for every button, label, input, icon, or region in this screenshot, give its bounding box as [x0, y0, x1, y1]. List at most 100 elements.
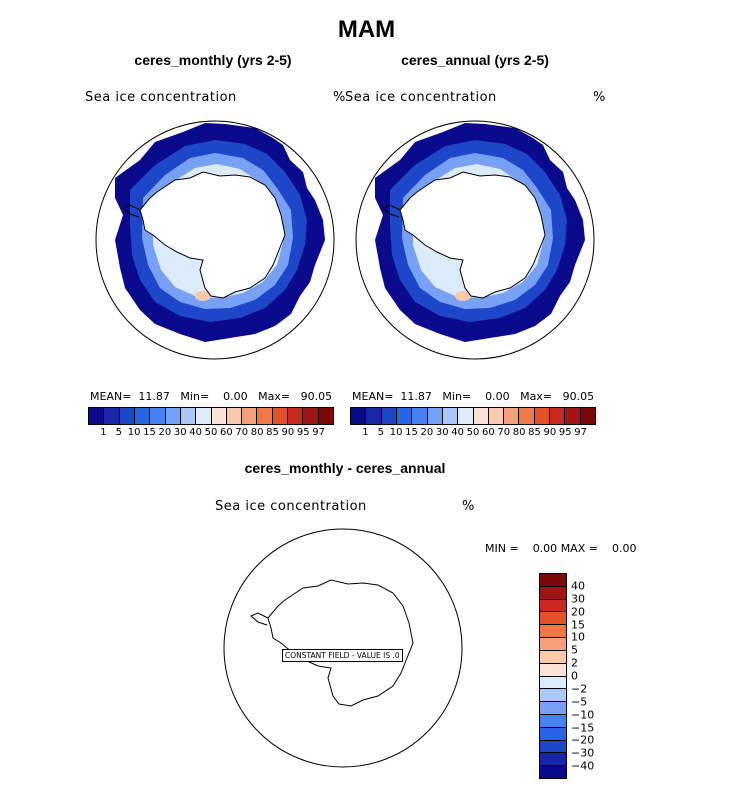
- colorbar-tick-label: 2: [571, 656, 578, 670]
- diff-colorbar: [539, 573, 567, 779]
- colorbar-segment: [272, 408, 289, 424]
- colorbar-tick-label: −40: [571, 759, 595, 773]
- colorbar-tick-label: 20: [420, 427, 434, 438]
- colorbar-tick-label: −10: [571, 708, 595, 722]
- colorbar-segment: [288, 408, 304, 424]
- colorbar-tick-label: 50: [204, 427, 218, 438]
- colorbar-segment: [442, 408, 459, 424]
- colorbar-tick-label: 15: [571, 618, 585, 631]
- colorbar-segment: [540, 599, 566, 613]
- panel-2-units: %: [593, 90, 606, 105]
- colorbar-segment: [104, 408, 120, 424]
- colorbar-tick-label: 90: [281, 427, 295, 438]
- colorbar-tick-label: 95: [558, 427, 572, 438]
- colorbar-tick-label: −5: [571, 695, 588, 709]
- panel-1-subtitle: ceres_monthly (yrs 2-5): [134, 52, 292, 68]
- colorbar-tick-label: 15: [405, 427, 418, 438]
- panel-2-subtitle: ceres_annual (yrs 2-5): [401, 52, 549, 68]
- colorbar-segment: [351, 408, 367, 424]
- colorbar-segment: [540, 740, 566, 754]
- colorbar-segment: [412, 408, 428, 424]
- colorbar-segment: [550, 408, 566, 424]
- colorbar-segment: [540, 689, 566, 703]
- colorbar-tick-label: 80: [512, 427, 526, 438]
- colorbar-segment: [540, 574, 566, 587]
- colorbar-segment: [540, 714, 566, 728]
- colorbar-tick-label: 90: [543, 427, 557, 438]
- colorbar-segment: [540, 612, 566, 626]
- colorbar-segment: [540, 676, 566, 690]
- colorbar-tick-label: 1: [362, 427, 369, 438]
- colorbar-segment: [396, 408, 413, 424]
- panel-1-colorbar: [88, 407, 334, 425]
- colorbar-tick-label: 10: [389, 427, 403, 438]
- panel-1-map: [95, 120, 335, 360]
- colorbar-tick-label: 15: [143, 427, 156, 438]
- colorbar-tick-label: 40: [571, 579, 585, 593]
- colorbar-tick-label: 97: [312, 427, 325, 438]
- colorbar-segment: [540, 650, 566, 664]
- colorbar-segment: [540, 766, 566, 778]
- colorbar-segment: [540, 586, 566, 600]
- colorbar-tick-label: 97: [574, 427, 587, 438]
- colorbar-tick-label: 60: [482, 427, 495, 438]
- colorbar-segment: [303, 408, 319, 424]
- colorbar-segment: [580, 408, 595, 424]
- colorbar-tick-label: 5: [571, 643, 578, 657]
- colorbar-tick-label: 30: [173, 427, 187, 438]
- colorbar-segment: [540, 727, 566, 741]
- colorbar-tick-label: 85: [266, 427, 279, 438]
- colorbar-tick-label: 20: [571, 605, 585, 619]
- colorbar-segment: [540, 702, 566, 715]
- colorbar-segment: [427, 408, 443, 424]
- colorbar-segment: [540, 663, 566, 677]
- colorbar-tick-label: 30: [435, 427, 449, 438]
- colorbar-segment: [196, 408, 212, 424]
- colorbar-segment: [473, 408, 489, 424]
- colorbar-tick-label: 5: [115, 427, 122, 438]
- panel-1-field-name: Sea ice concentration: [85, 90, 237, 105]
- colorbar-segment: [504, 408, 520, 424]
- diff-field-name: Sea ice concentration: [215, 499, 367, 514]
- colorbar-segment: [458, 408, 474, 424]
- colorbar-tick-label: 95: [296, 427, 310, 438]
- panel-1-stats: MEAN= 11.87 Min= 0.00 Max= 90.05: [90, 390, 333, 403]
- diff-map: [223, 528, 463, 768]
- panel-2-stats: MEAN= 11.87 Min= 0.00 Max= 90.05: [352, 390, 595, 403]
- colorbar-segment: [89, 408, 105, 424]
- antarctic-peninsula: [122, 204, 141, 218]
- colorbar-tick-label: 0: [571, 669, 578, 683]
- colorbar-tick-label: 85: [528, 427, 541, 438]
- diff-units: %: [462, 499, 475, 514]
- diff-colorbar-labels: 40 30 20 15 10 5 2 0 −2 −5 −10 −15 −20 −30 −40: [571, 573, 611, 779]
- antarctica-land: [139, 171, 286, 299]
- colorbar-tick-label: 20: [158, 427, 172, 438]
- colorbar-tick-label: 40: [189, 427, 202, 438]
- panel-1-colorbar-labels: 1 5 10 15 20 30 40 50 60 70 80 85 90 95 97: [88, 427, 334, 441]
- panel-2-colorbar: [350, 407, 596, 425]
- map-border: [95, 120, 335, 360]
- panel-1-units: %: [333, 90, 346, 105]
- colorbar-segment: [134, 408, 151, 424]
- colorbar-tick-label: −2: [571, 682, 588, 696]
- colorbar-tick-label: 10: [127, 427, 141, 438]
- colorbar-segment: [519, 408, 535, 424]
- colorbar-tick-label: −20: [571, 733, 595, 747]
- diff-stats: MIN = 0.00 MAX = 0.00: [485, 542, 637, 555]
- panel-2-map: [355, 120, 595, 360]
- colorbar-tick-label: 80: [250, 427, 264, 438]
- diff-subtitle: ceres_monthly - ceres_annual: [244, 460, 446, 476]
- colorbar-segment: [534, 408, 551, 424]
- antarctic-peninsula: [250, 612, 269, 626]
- panel-2-field-name: Sea ice concentration: [345, 90, 497, 105]
- colorbar-segment: [119, 408, 135, 424]
- colorbar-tick-label: 10: [571, 630, 585, 644]
- colorbar-tick-label: 50: [466, 427, 480, 438]
- colorbar-segment: [540, 625, 566, 639]
- colorbar-segment: [180, 408, 197, 424]
- high-concentration-patch: [455, 291, 471, 301]
- colorbar-segment: [242, 408, 258, 424]
- colorbar-segment: [226, 408, 243, 424]
- antarctic-peninsula: [382, 204, 401, 218]
- colorbar-tick-label: −15: [571, 721, 595, 734]
